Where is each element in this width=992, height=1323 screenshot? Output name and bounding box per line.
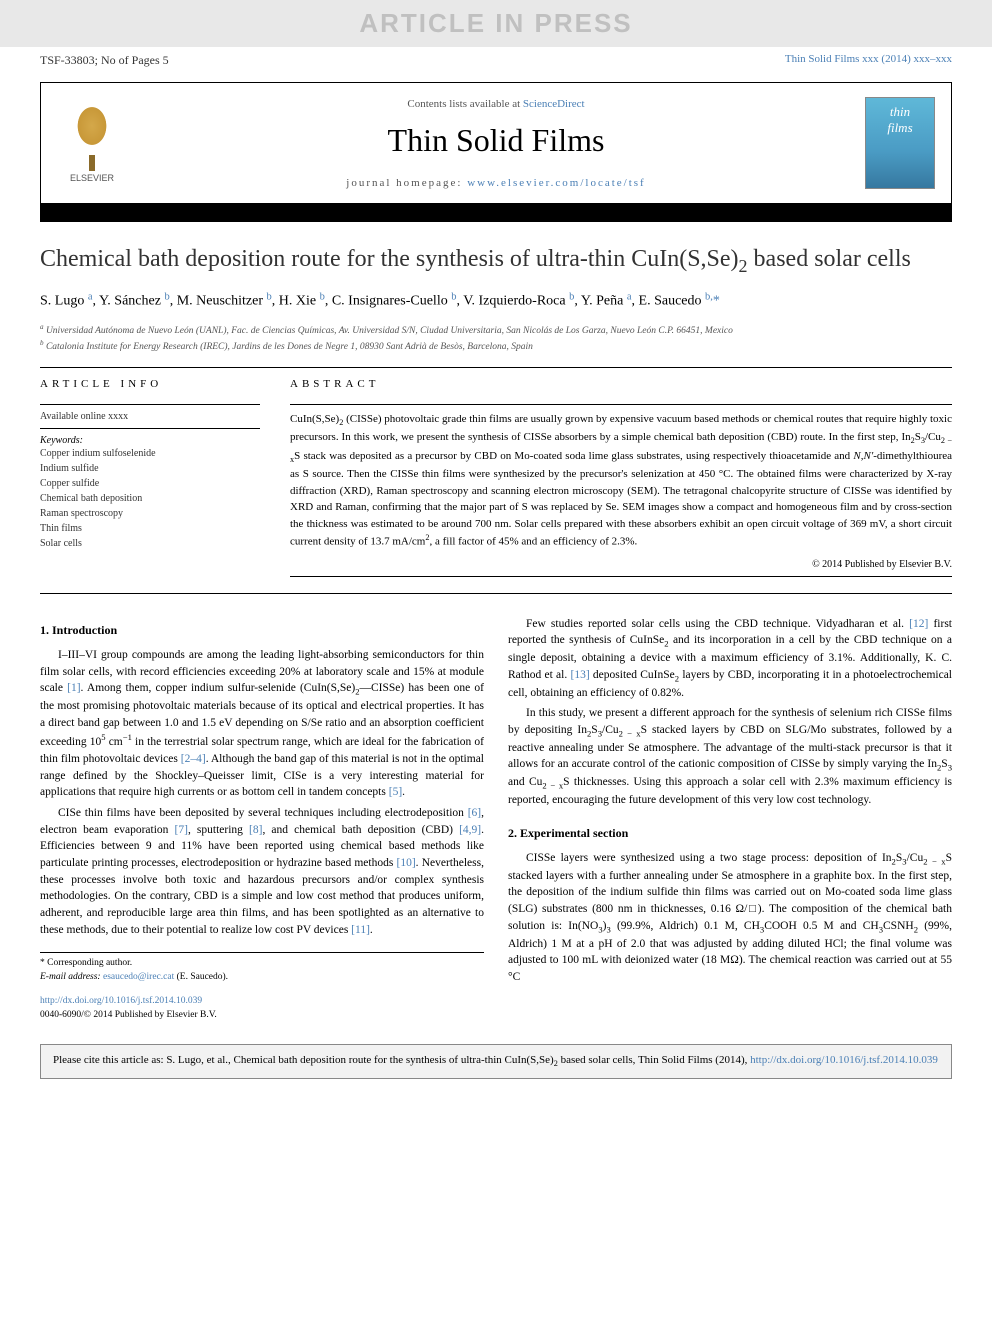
homepage-line: journal homepage: www.elsevier.com/locat… — [127, 177, 865, 189]
corresponding-footnote: * Corresponding author. E-mail address: … — [40, 952, 484, 985]
divider — [40, 593, 952, 594]
abstract-text: CuIn(S,Se)2 (CISSe) photovoltaic grade t… — [290, 411, 952, 551]
keyword: Chemical bath deposition — [40, 491, 260, 506]
cover-line1: thin — [890, 104, 910, 120]
intro-para-1: I–III–VI group compounds are among the l… — [40, 647, 484, 801]
article-info-head: ARTICLE INFO — [40, 378, 260, 390]
journal-header: ELSEVIER Contents lists available at Sci… — [40, 82, 952, 204]
keyword: Indium sulfide — [40, 461, 260, 476]
authors-list: S. Lugo a, Y. Sánchez b, M. Neuschitzer … — [40, 289, 952, 312]
article-info-col: ARTICLE INFO Available online xxxx Keywo… — [40, 378, 260, 583]
watermark-text: ARTICLE IN PRESS — [359, 8, 632, 38]
journal-name: Thin Solid Films — [127, 122, 865, 159]
section-head-intro: 1. Introduction — [40, 622, 484, 639]
journal-citation: Thin Solid Films xxx (2014) xxx–xxx — [785, 53, 952, 65]
right-column: Few studies reported solar cells using t… — [508, 616, 952, 1023]
issn-copyright: 0040-6090/© 2014 Published by Elsevier B… — [40, 1009, 484, 1023]
abstract-head: ABSTRACT — [290, 378, 952, 390]
doi-block: http://dx.doi.org/10.1016/j.tsf.2014.10.… — [40, 995, 484, 1023]
affiliations: a Universidad Autónoma de Nuevo León (UA… — [40, 322, 952, 355]
keyword: Thin films — [40, 521, 260, 536]
divider — [40, 404, 260, 405]
email-label: E-mail address: — [40, 972, 103, 982]
journal-cover-thumb: thin films — [865, 97, 935, 189]
available-online: Available online xxxx — [40, 411, 260, 422]
homepage-prefix: journal homepage: — [346, 177, 467, 189]
watermark-bar: ARTICLE IN PRESS — [0, 0, 992, 47]
section-head-experimental: 2. Experimental section — [508, 825, 952, 842]
keywords-head: Keywords: — [40, 435, 260, 446]
elsevier-label: ELSEVIER — [70, 173, 114, 183]
article-id: TSF-33803; No of Pages 5 — [40, 53, 169, 67]
article-title: Chemical bath deposition route for the s… — [40, 244, 952, 277]
experimental-para-1: CISSe layers were synthesized using a tw… — [508, 850, 952, 986]
intro-para-4: In this study, we present a different ap… — [508, 705, 952, 808]
divider — [40, 428, 260, 429]
elsevier-tree-icon — [67, 104, 117, 159]
cover-line2: films — [887, 120, 912, 136]
abstract-col: ABSTRACT CuIn(S,Se)2 (CISSe) photovoltai… — [290, 378, 952, 583]
header-center: Contents lists available at ScienceDirec… — [127, 98, 865, 189]
affil-b-text: Catalonia Institute for Energy Research … — [46, 343, 533, 353]
divider — [290, 404, 952, 405]
info-abstract-row: ARTICLE INFO Available online xxxx Keywo… — [40, 378, 952, 583]
contents-prefix: Contents lists available at — [407, 98, 522, 110]
corr-email-line: E-mail address: esaucedo@irec.cat (E. Sa… — [40, 971, 484, 985]
keyword: Copper sulfide — [40, 476, 260, 491]
elsevier-logo: ELSEVIER — [57, 103, 127, 183]
abstract-copyright: © 2014 Published by Elsevier B.V. — [290, 559, 952, 570]
keyword: Raman spectroscopy — [40, 506, 260, 521]
affil-a-text: Universidad Autónoma de Nuevo León (UANL… — [46, 326, 733, 336]
homepage-link[interactable]: www.elsevier.com/locate/tsf — [467, 177, 646, 189]
sciencedirect-link[interactable]: ScienceDirect — [523, 98, 585, 110]
affil-b: b Catalonia Institute for Energy Researc… — [40, 338, 952, 354]
keywords-list: Copper indium sulfoselenide Indium sulfi… — [40, 446, 260, 551]
cite-this-article-box: Please cite this article as: S. Lugo, et… — [40, 1044, 952, 1079]
main-two-columns: 1. Introduction I–III–VI group compounds… — [40, 616, 952, 1023]
intro-para-3: Few studies reported solar cells using t… — [508, 616, 952, 702]
divider — [40, 367, 952, 368]
email-who: (E. Saucedo). — [174, 972, 228, 982]
divider — [290, 576, 952, 577]
header-black-bar — [40, 204, 952, 222]
top-meta: TSF-33803; No of Pages 5 Thin Solid Film… — [0, 47, 992, 74]
left-column: 1. Introduction I–III–VI group compounds… — [40, 616, 484, 1023]
intro-para-2: CISe thin films have been deposited by s… — [40, 805, 484, 938]
keyword: Copper indium sulfoselenide — [40, 446, 260, 461]
contents-line: Contents lists available at ScienceDirec… — [127, 98, 865, 110]
keyword: Solar cells — [40, 536, 260, 551]
article-body: Chemical bath deposition route for the s… — [0, 222, 992, 1032]
doi-link[interactable]: http://dx.doi.org/10.1016/j.tsf.2014.10.… — [40, 996, 202, 1006]
corr-email-link[interactable]: esaucedo@irec.cat — [103, 972, 174, 982]
affil-a: a Universidad Autónoma de Nuevo León (UA… — [40, 322, 952, 338]
corr-author-marker: * Corresponding author. — [40, 957, 484, 971]
